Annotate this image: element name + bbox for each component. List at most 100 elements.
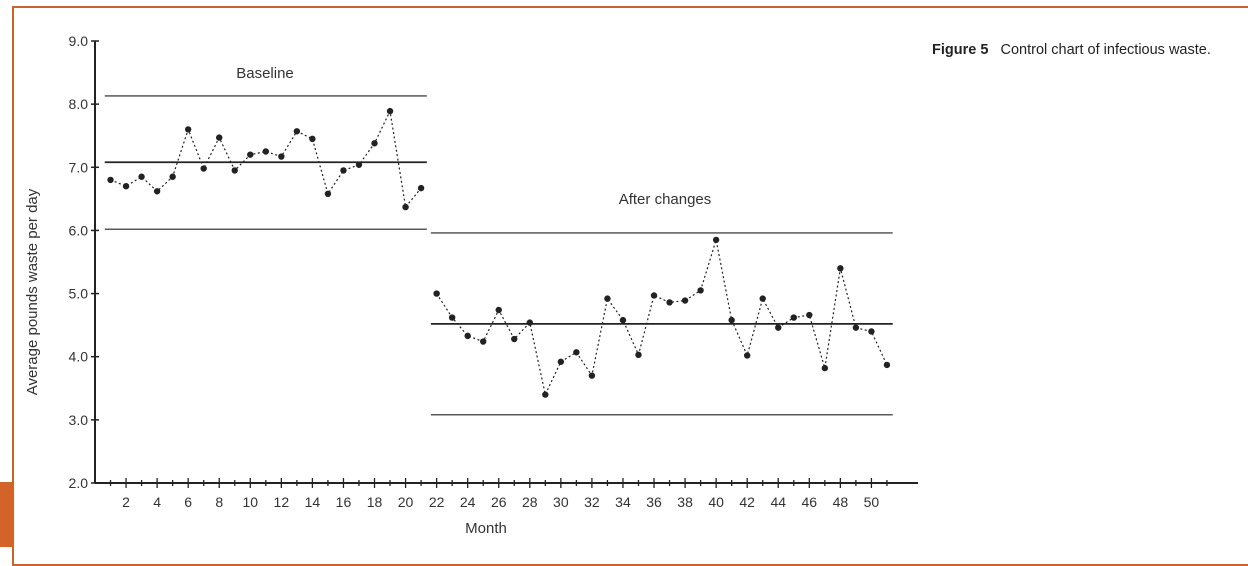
x-tick-label: 26 (491, 494, 507, 510)
data-point (806, 311, 813, 319)
data-point (200, 165, 207, 172)
data-point (153, 188, 161, 195)
data-point (309, 135, 316, 143)
data-point (480, 338, 487, 345)
x-tick-label: 28 (522, 494, 538, 510)
x-tick-label: 20 (398, 494, 414, 510)
data-point (666, 299, 673, 306)
y-tick-label: 2.0 (69, 475, 89, 491)
y-tick-label: 7.0 (69, 159, 89, 175)
control-chart: 2.03.04.05.06.07.08.09.02 4 6 8 10 12 14 16 18 20… (24, 33, 918, 537)
x-tick-label: 50 (864, 494, 880, 510)
data-point (293, 128, 301, 135)
x-tick-label: 22 (429, 494, 445, 510)
x-axis-label: Month (465, 520, 507, 537)
data-point (355, 161, 363, 168)
data-point (681, 297, 689, 304)
x-tick-label: 16 (336, 494, 352, 510)
x-tick-label: 40 (708, 494, 724, 510)
data-point (216, 134, 223, 141)
data-point (743, 352, 751, 359)
data-point (619, 316, 627, 324)
data-point (278, 153, 285, 160)
data-point (588, 372, 596, 379)
x-tick-label: 36 (646, 494, 662, 510)
data-point (650, 292, 658, 299)
data-point (837, 265, 844, 272)
data-point (852, 324, 860, 331)
figure-frame: 2.0 3.0 4.0 5.0 6.0 7.0 8.0 9.0 2 4 6 8 10 12 14 16 18 20… (0, 6, 1248, 566)
x-tick-label: 2 (122, 494, 130, 510)
data-point (557, 358, 565, 365)
y-axis-label: Average pounds waste per day (24, 188, 41, 395)
data-point (417, 184, 425, 192)
data-point (759, 295, 766, 302)
data-point (371, 140, 378, 147)
chart-labels: Baseline After changes (236, 65, 711, 208)
data-point (247, 151, 254, 158)
x-tick-label: 42 (739, 494, 755, 510)
x-tick-label: 10 (242, 494, 258, 510)
accent-bar (0, 482, 14, 547)
control-limits (104, 95, 893, 416)
data-point (231, 167, 238, 174)
data-point (402, 203, 409, 211)
y-tick-label: 6.0 (69, 222, 89, 238)
segment-label: After changes (619, 191, 712, 208)
data-point (573, 349, 580, 356)
x-tick-label: 14 (305, 494, 321, 510)
x-tick-label: 6 (184, 494, 192, 510)
y-tick-label: 4.0 (69, 349, 89, 365)
data-point (542, 391, 549, 398)
x-tick-label: 46 (802, 494, 818, 510)
data-point (728, 316, 735, 324)
data-point (107, 176, 114, 184)
x-tick-label: 34 (615, 494, 631, 510)
x-tick-label: 24 (460, 494, 476, 510)
data-point (635, 351, 642, 359)
data-point (790, 314, 797, 321)
y-tick-label: 5.0 (69, 286, 89, 302)
data-point (712, 236, 720, 244)
x-tick-label: 8 (215, 494, 223, 510)
data-point (433, 290, 440, 297)
y-tick-label: 3.0 (69, 412, 89, 428)
data-point (821, 364, 829, 372)
x-tick-label: 44 (770, 494, 786, 510)
data-point (138, 173, 145, 180)
data-point (340, 167, 347, 174)
data-point (604, 295, 611, 302)
data-point (775, 324, 782, 331)
data-point (262, 148, 270, 155)
series-lines (110, 109, 888, 397)
data-point (495, 306, 502, 314)
series-line-baseline (110, 109, 422, 209)
x-tick-label: 32 (584, 494, 600, 510)
data-point (697, 287, 704, 294)
figure-caption: Figure 5 Control chart of infectious was… (932, 42, 1248, 58)
data-point (464, 332, 471, 340)
x-tick-label: 12 (274, 494, 290, 510)
data-point (448, 314, 456, 321)
x-tick-label: 48 (833, 494, 849, 510)
data-point (169, 173, 176, 180)
x-tick-label: 4 (153, 494, 161, 510)
segment-label: Baseline (236, 65, 294, 82)
x-tick-label: 30 (553, 494, 569, 510)
data-point (526, 319, 533, 326)
data-point (868, 328, 875, 335)
caption-text: Control chart of infectious waste. (1000, 42, 1211, 58)
x-tick-label: 38 (677, 494, 693, 510)
data-point (184, 126, 192, 133)
data-point (511, 335, 518, 343)
y-tick-label: 8.0 (69, 96, 89, 112)
figure-label: Figure 5 (932, 42, 989, 58)
data-point (386, 107, 394, 115)
chart-axes: 2.03.04.05.06.07.08.09.02 4 6 8 10 12 14 16 18 20… (24, 33, 918, 537)
series-line-after-changes (436, 239, 888, 397)
data-point (324, 190, 332, 198)
data-point (883, 361, 891, 369)
data-point (122, 183, 130, 190)
x-tick-label: 18 (367, 494, 383, 510)
y-tick-label: 9.0 (69, 33, 89, 49)
